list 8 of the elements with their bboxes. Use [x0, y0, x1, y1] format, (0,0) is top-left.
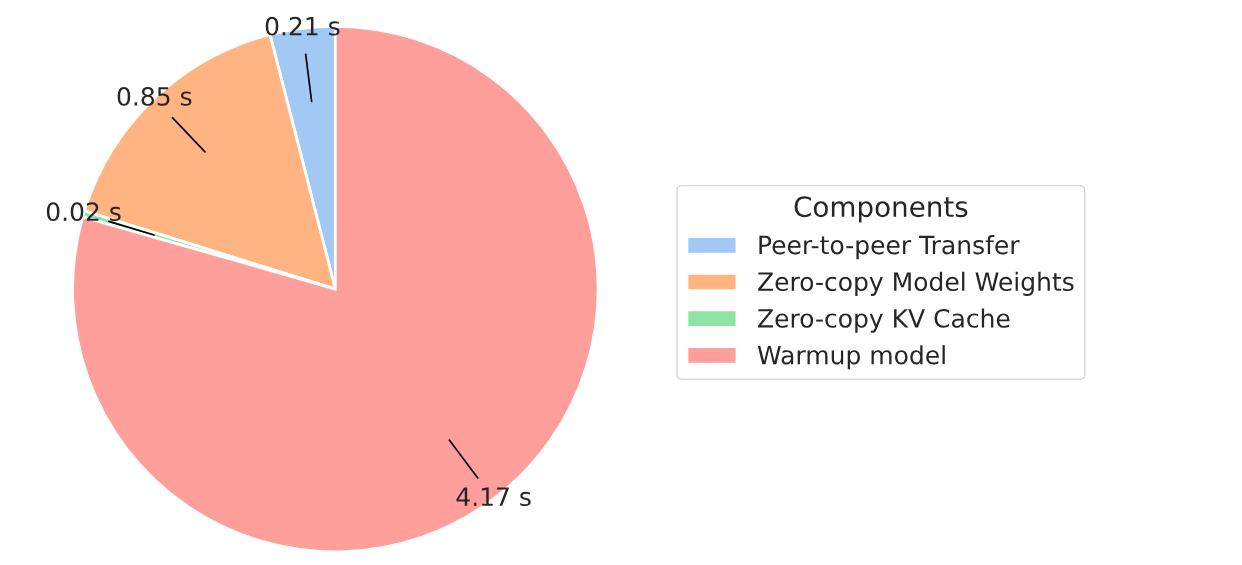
legend-label: Peer-to-peer Transfer	[759, 235, 1020, 260]
legend-title: Components	[794, 196, 968, 223]
data-label: 0.02 s	[46, 202, 121, 222]
data-label: 4.17 s	[456, 487, 531, 507]
data-label: 0.21 s	[265, 16, 340, 36]
legend-label: Zero-copy Model Weights	[758, 271, 1074, 296]
legend-label: Warmup model	[757, 345, 945, 370]
legend-label: Zero-copy KV Cache	[758, 308, 1010, 333]
